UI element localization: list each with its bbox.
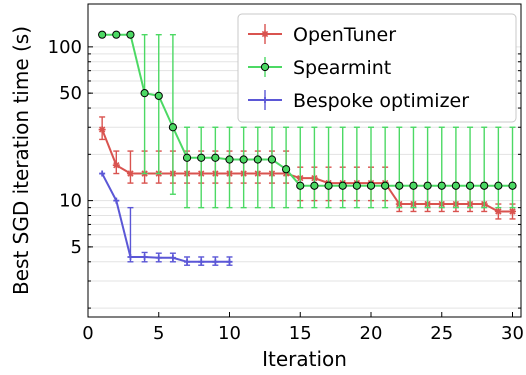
legend-label: OpenTuner (293, 24, 396, 46)
series-line (101, 129, 513, 213)
data-point (140, 89, 149, 98)
data-point (184, 258, 191, 265)
series (98, 116, 517, 220)
data-point (381, 181, 390, 190)
y-axis-label: Best SGD iteration time (s) (9, 26, 33, 295)
data-point (310, 181, 319, 190)
series (99, 170, 233, 266)
y-tick-label: 10 (59, 191, 82, 212)
x-axis-label: Iteration (262, 347, 347, 371)
data-point (112, 30, 121, 39)
data-point (112, 161, 120, 169)
y-tick-label: 50 (59, 83, 82, 104)
series-line (101, 173, 230, 263)
x-tick-label: 20 (360, 323, 383, 344)
data-point (494, 181, 503, 190)
data-point (282, 165, 291, 174)
data-point (267, 155, 277, 164)
data-point (239, 155, 248, 164)
data-point (168, 123, 178, 132)
data-point (169, 254, 176, 261)
legend-label: Spearmint (293, 57, 391, 79)
y-tick-label: 5 (71, 237, 82, 258)
legend-box (237, 13, 517, 123)
data-point (423, 181, 432, 190)
data-point (451, 181, 461, 190)
data-point (395, 181, 404, 190)
legend-item: Bespoke optimizer (248, 90, 469, 112)
data-point (260, 62, 270, 72)
data-point (494, 207, 502, 215)
x-tick-label: 15 (289, 323, 312, 344)
data-point (98, 30, 107, 39)
data-point (253, 155, 262, 164)
legend-label: Bespoke optimizer (293, 90, 469, 112)
data-point (296, 181, 305, 190)
data-point (198, 258, 205, 265)
legend-item: OpenTuner (248, 24, 396, 46)
data-point (261, 30, 269, 38)
data-point (141, 253, 148, 260)
legend: OpenTuner Spearmint Bespoke optimizer (237, 13, 517, 123)
y-tick-label: 100 (48, 37, 82, 58)
series-layer (98, 30, 517, 266)
data-point (98, 126, 106, 134)
legend-item: Spearmint (248, 57, 391, 79)
x-tick-label: 5 (153, 323, 164, 344)
data-point (226, 258, 233, 265)
data-point (465, 181, 475, 190)
ticks: 0 5 10 15 20 25 30 5 10 50 100 (48, 37, 524, 344)
plot-frame (87, 3, 522, 318)
data-point (126, 170, 134, 178)
data-point (197, 153, 206, 162)
data-point (338, 181, 347, 190)
data-point (154, 91, 163, 100)
data-point (262, 97, 268, 103)
data-point (212, 258, 219, 265)
series (98, 30, 517, 209)
data-point (480, 181, 489, 190)
data-point (324, 181, 333, 190)
x-tick-label: 30 (501, 323, 524, 344)
data-point (509, 207, 517, 215)
x-tick-label: 10 (218, 323, 241, 344)
x-tick-label: 0 (82, 323, 93, 344)
data-point (409, 181, 418, 190)
data-point (113, 197, 120, 204)
data-point (99, 170, 106, 177)
data-point (127, 253, 134, 260)
data-point (508, 181, 517, 190)
data-point (352, 181, 361, 190)
x-tick-label: 25 (430, 323, 453, 344)
data-point (366, 181, 376, 190)
data-point (211, 153, 220, 162)
data-point (126, 30, 135, 39)
data-point (225, 155, 234, 164)
data-point (182, 153, 192, 162)
data-point (437, 181, 446, 190)
data-point (155, 254, 162, 261)
